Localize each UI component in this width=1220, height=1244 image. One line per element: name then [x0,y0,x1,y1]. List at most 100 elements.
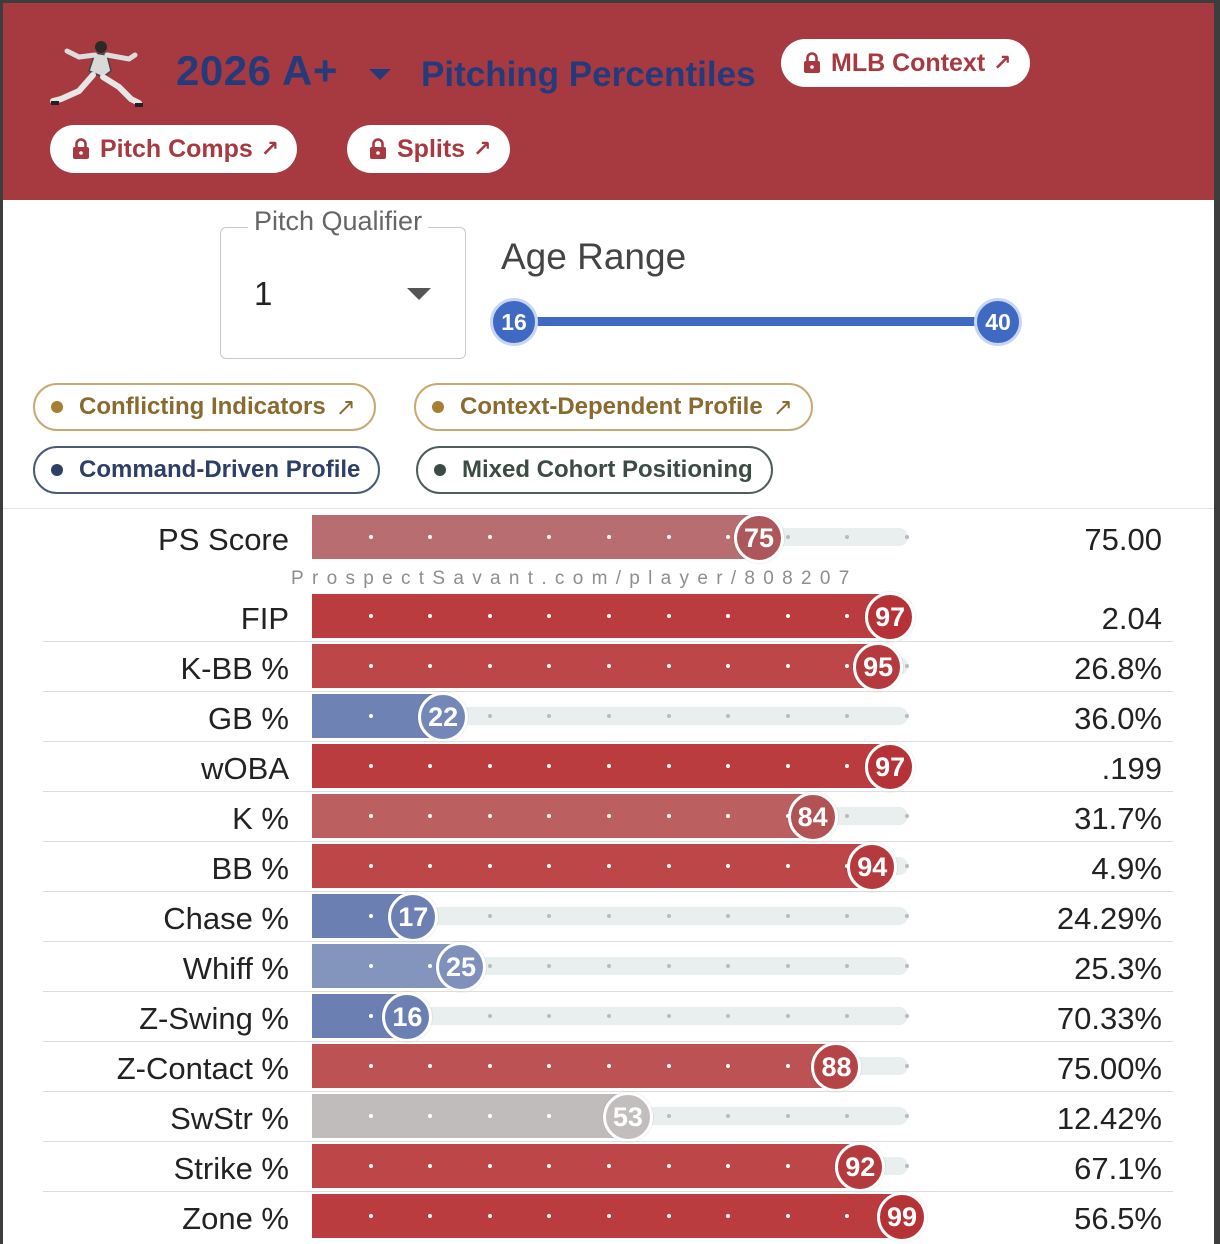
tick-dot [368,814,373,818]
tick-dot [607,614,611,618]
tick-dot [785,764,790,768]
percentile-bubble: 22 [418,692,469,742]
tick-dot [726,1164,731,1168]
tick-dot [607,814,611,818]
season-select[interactable]: 2026 A+ [176,47,338,94]
splits-label: Splits [397,134,466,163]
lock-icon [370,138,386,159]
row-divider [43,741,1173,742]
tick-dot [547,535,552,539]
row-divider [43,1191,1173,1192]
tick-dot [487,1064,492,1068]
tick-dot [547,1214,552,1218]
tick-dot [785,1114,790,1118]
percentile-bar [312,515,759,559]
tick-dot [845,614,850,618]
percentile-bubble: 97 [865,592,916,642]
splits-button[interactable]: Splits ↗ [347,125,510,173]
tick-dot [487,614,492,618]
row-divider [43,1041,1173,1042]
mlb-context-button[interactable]: MLB Context ↗ [781,39,1030,87]
tick-dot [428,964,433,968]
tick-dot [726,1064,731,1068]
tick-dot [428,535,433,539]
tick-dot [487,714,492,718]
tick-dot [666,1164,671,1168]
percentile-bubble: 99 [877,1192,928,1242]
tick-dot [428,664,433,668]
pitch-qualifier-value[interactable]: 1 [254,275,273,312]
tick-dot [487,535,492,539]
percentile-bubble: 53 [602,1092,653,1142]
tick-dot [666,864,671,868]
tick-dot [487,864,492,868]
tick-dot [666,1214,671,1218]
tick-dot [905,864,909,868]
percentile-bubble: 92 [835,1142,886,1192]
tick-dot [666,535,671,539]
percentile-bubble: 75 [734,513,784,563]
metric-label: K % [232,801,289,836]
tag-command-driven-profile[interactable]: Command-Driven Profile [33,446,381,494]
tag-dot [51,401,63,413]
tick-dot [845,1214,850,1218]
tick-dot [785,1214,790,1218]
percentile-bar [312,644,879,688]
tick-dot [905,1064,909,1068]
tick-dot [487,914,492,918]
metric-value: 25.3% [1074,951,1162,986]
tick-dot [428,1114,433,1118]
tick-dot [785,914,790,918]
age-range-slider-track[interactable] [513,317,999,326]
tick-dot [547,614,552,618]
percentile-bubble: 95 [853,642,904,692]
tick-dot [845,535,850,539]
page-title: Pitching Percentiles [421,55,756,94]
metric-label: Z-Swing % [139,1001,289,1036]
age-max-thumb[interactable]: 40 [974,298,1022,346]
tick-dot [785,535,790,539]
external-link-icon: ↗ [335,393,356,421]
percentile-bar [312,1094,628,1138]
tick-dot [547,964,552,968]
tag-mixed-cohort-positioning[interactable]: Mixed Cohort Positioning [416,446,773,494]
percentile-bubble: 97 [865,742,916,792]
metric-value: 4.9% [1091,851,1162,886]
row-divider [43,1091,1173,1092]
percentile-bubble: 25 [436,942,486,992]
tick-dot [428,614,433,618]
metric-value: 75.00 [1084,522,1162,557]
tick-dot [726,964,731,968]
tick-dot [607,1064,611,1068]
chevron-down-icon[interactable] [369,69,391,80]
tick-dot [726,535,731,539]
tick-dot [607,764,611,768]
metric-row: Z-Contact % 88 75.00% [3,1041,1214,1092]
tick-dot [428,864,433,868]
tag-conflicting-indicators[interactable]: Conflicting Indicators ↗ [33,383,376,431]
tick-dot [785,1014,790,1018]
tag-context-dependent-profile[interactable]: Context-Dependent Profile ↗ [414,383,813,431]
tick-dot [905,535,909,539]
tick-dot [368,914,373,918]
tick-dot [368,614,373,618]
row-divider [43,941,1173,942]
metric-row: Z-Swing % 16 70.33% [3,991,1214,1042]
percentile-bubble: 17 [388,892,439,942]
tick-dot [487,1014,492,1018]
metric-label: PS Score [158,522,289,557]
tick-dot [666,964,671,968]
age-min-thumb[interactable]: 16 [490,298,538,346]
percentile-bar [312,844,873,888]
metric-value: .199 [1101,751,1162,786]
dropdown-arrow-icon[interactable] [407,288,431,300]
tick-dot [666,1014,671,1018]
tick-dot [368,1114,373,1118]
metric-value: 24.29% [1056,901,1162,936]
tick-dot [547,914,552,918]
tick-dot [487,664,492,668]
tick-dot [785,664,790,668]
tick-dot [547,1014,552,1018]
pitch-comps-button[interactable]: Pitch Comps ↗ [50,125,298,173]
percentile-bar [312,1144,861,1188]
